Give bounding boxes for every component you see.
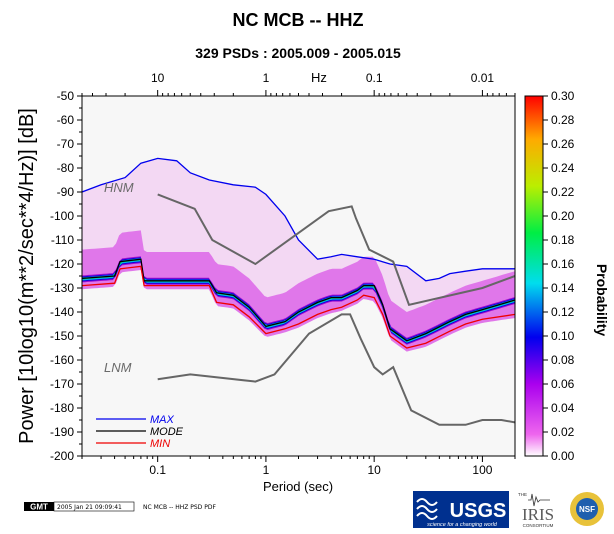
colorbar-tick-label: 0.00 xyxy=(551,449,575,463)
y-tick-label: -70 xyxy=(57,137,75,151)
series-line-lnm xyxy=(157,313,515,426)
chart-subtitle: 329 PSDs : 2005.009 - 2005.015 xyxy=(195,45,401,61)
hnm-label: HNM xyxy=(104,180,134,195)
colorbar-tick-label: 0.22 xyxy=(551,185,575,199)
y-tick-label: -190 xyxy=(50,425,74,439)
y-axis-ticks: -50 -60 -70 -80 -90 -100 -110 -120 -130 -140 -150 -… xyxy=(50,89,82,463)
chart-title: NC MCB -- HHZ xyxy=(233,10,364,30)
y-tick-label: -160 xyxy=(50,353,74,367)
legend: MAX MODE MIN xyxy=(96,414,184,450)
seismogram-icon xyxy=(528,493,550,507)
colorbar-tick-label: 0.04 xyxy=(551,401,575,415)
footer-caption: NC MCB -- HHZ PSD PDF xyxy=(143,504,216,511)
top-tick-label: 0.01 xyxy=(471,71,495,85)
gmt-label: GMT xyxy=(30,503,48,512)
footer: GMT 2005 Jan 21 09:09:41 NC MCB -- HHZ P… xyxy=(24,501,216,512)
colorbar-tick-label: 0.16 xyxy=(551,257,575,271)
series-line-min xyxy=(82,265,515,349)
x-tick-label: 10 xyxy=(367,463,381,477)
legend-min-label: MIN xyxy=(150,438,170,450)
density-core xyxy=(82,230,515,352)
psd-lines xyxy=(82,157,515,426)
x-tick-label: 100 xyxy=(472,463,492,477)
colorbar-tick-label: 0.30 xyxy=(551,89,575,103)
x-tick-label: 1 xyxy=(263,463,270,477)
y-tick-label: -140 xyxy=(50,305,74,319)
colorbar-tick-label: 0.28 xyxy=(551,113,575,127)
iris-prefix: THE xyxy=(518,492,527,497)
y-tick-label: -90 xyxy=(57,185,75,199)
top-tick-label: 0.1 xyxy=(366,71,383,85)
nsf-wordmark: NSF xyxy=(579,505,595,514)
y-tick-label: -150 xyxy=(50,329,74,343)
y-axis-label: Power [10log10(m**2/sec**4/Hz)] [dB] xyxy=(16,108,38,444)
colorbar-tick-label: 0.18 xyxy=(551,233,575,247)
series-line-max xyxy=(82,157,515,282)
y-tick-label: -180 xyxy=(50,401,74,415)
timestamp: 2005 Jan 21 09:09:41 xyxy=(57,504,122,511)
usgs-tagline: science for a changing world xyxy=(427,522,498,528)
x-axis-label: Period (sec) xyxy=(263,479,333,494)
colorbar-tick-label: 0.10 xyxy=(551,329,575,343)
colorbar-tick-label: 0.08 xyxy=(551,353,575,367)
colorbar-tick-label: 0.02 xyxy=(551,425,575,439)
iris-logo: THE IRIS CONSORTIUM xyxy=(518,492,554,528)
colorbar-tick-label: 0.24 xyxy=(551,161,575,175)
top-axis-label: Hz xyxy=(311,70,327,85)
colorbar-tick-label: 0.12 xyxy=(551,305,575,319)
series-line-hnm xyxy=(157,193,515,306)
colorbar-label: Probability xyxy=(594,264,610,337)
colorbar-tick-label: 0.20 xyxy=(551,209,575,223)
y-tick-label: -200 xyxy=(50,449,74,463)
y-tick-label: -50 xyxy=(57,89,75,103)
y-tick-label: -100 xyxy=(50,209,74,223)
top-axis-ticks: 10 1 0.1 0.01 xyxy=(81,71,516,96)
usgs-wordmark: USGS xyxy=(450,500,507,522)
x-tick-label: 0.1 xyxy=(149,463,166,477)
density-band-1 xyxy=(82,257,515,344)
x-axis-ticks: 0.1 1 10 100 xyxy=(81,456,516,477)
series-line-mode xyxy=(82,258,515,342)
usgs-logo: USGS science for a changing world xyxy=(413,491,509,528)
y-tick-label: -60 xyxy=(57,113,75,127)
y-tick-label: -120 xyxy=(50,257,74,271)
colorbar-tick-label: 0.26 xyxy=(551,137,575,151)
colorbar-tick-label: 0.14 xyxy=(551,281,575,295)
y-tick-label: -170 xyxy=(50,377,74,391)
colorbar xyxy=(524,95,544,457)
colorbar-ticks: 0.30 0.28 0.26 0.24 0.22 0.20 0.18 0.16 0.14 0.12… xyxy=(543,89,575,463)
iris-sub: CONSORTIUM xyxy=(523,523,554,528)
gmt-badge xyxy=(24,502,54,511)
colorbar-tick-label: 0.06 xyxy=(551,377,575,391)
iris-wordmark: IRIS xyxy=(522,505,554,524)
y-tick-label: -110 xyxy=(51,233,74,247)
legend-max-label: MAX xyxy=(150,414,175,426)
top-tick-label: 1 xyxy=(263,71,270,85)
timestamp-box xyxy=(53,501,135,512)
density-band-0 xyxy=(82,256,515,345)
nsf-logo: NSF xyxy=(570,492,604,526)
legend-mode-label: MODE xyxy=(150,426,184,438)
lnm-label: LNM xyxy=(104,360,132,375)
y-tick-label: -130 xyxy=(50,281,74,295)
top-tick-label: 10 xyxy=(151,71,165,85)
y-tick-label: -80 xyxy=(57,161,75,175)
